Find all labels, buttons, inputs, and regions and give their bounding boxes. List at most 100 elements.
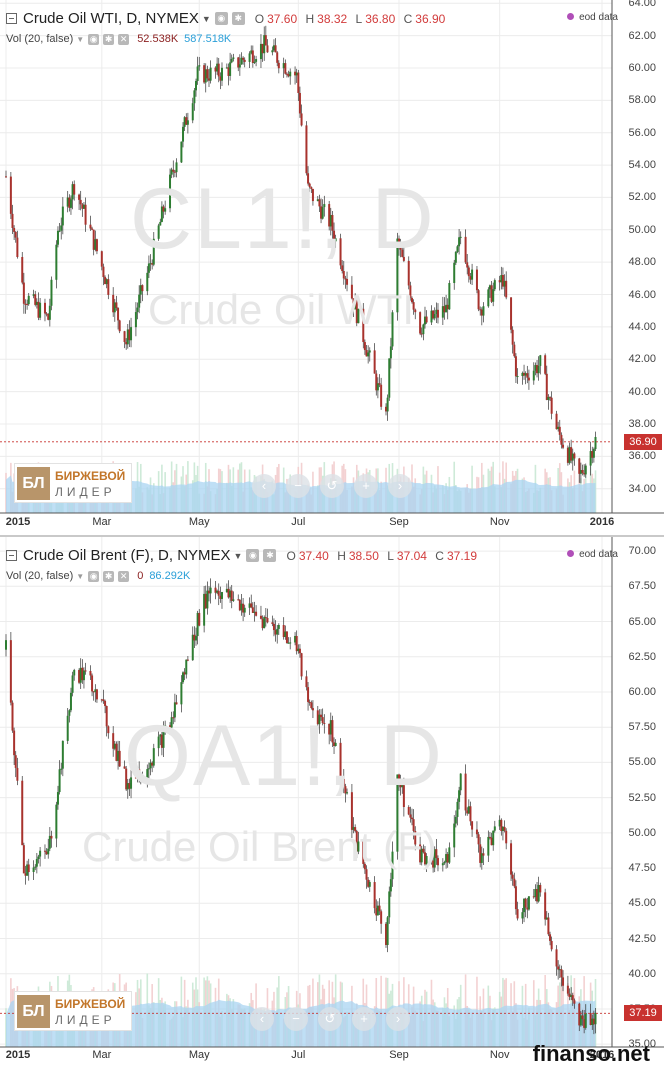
symbol-title[interactable]: Crude Oil Brent (F), D, NYMEX bbox=[23, 547, 231, 564]
candle-body bbox=[207, 590, 210, 594]
candle-body bbox=[237, 599, 240, 601]
candle-body bbox=[475, 829, 478, 835]
gear-icon[interactable]: ✱ bbox=[103, 33, 115, 45]
candle-body bbox=[66, 715, 69, 741]
candle-body bbox=[333, 230, 336, 242]
wti-chart-canvas[interactable] bbox=[0, 0, 664, 535]
candle-body bbox=[547, 917, 550, 935]
chevron-down-icon[interactable]: ▼ bbox=[76, 34, 85, 44]
candle-body bbox=[441, 863, 444, 866]
candle-body bbox=[5, 176, 7, 178]
y-tick-label: 62.50 bbox=[628, 650, 656, 663]
candle-body bbox=[287, 642, 290, 644]
candle-body bbox=[232, 599, 235, 601]
close-icon[interactable]: ✕ bbox=[118, 570, 130, 582]
candle-body bbox=[581, 1015, 584, 1020]
candle-body bbox=[123, 766, 126, 769]
candle-body bbox=[196, 612, 199, 637]
candle-body bbox=[115, 743, 118, 761]
candle-body bbox=[113, 743, 116, 749]
candle-body bbox=[69, 199, 72, 208]
candle-body bbox=[505, 830, 508, 844]
candle-body bbox=[141, 285, 144, 292]
candle-body bbox=[160, 206, 163, 222]
plus-icon[interactable]: + bbox=[352, 1007, 376, 1031]
candle-body bbox=[435, 849, 438, 859]
gear-icon[interactable]: ✱ bbox=[103, 570, 115, 582]
candle-body bbox=[363, 863, 366, 870]
wti-chart-panel[interactable]: CL1!, D Crude Oil WTI Crude Oil WTI, D, … bbox=[0, 0, 664, 535]
eye-icon[interactable]: ◉ bbox=[246, 549, 260, 562]
candle-body bbox=[95, 239, 98, 252]
candle-body bbox=[230, 590, 233, 601]
eye-icon[interactable]: ◉ bbox=[88, 33, 100, 45]
y-tick-label: 64.00 bbox=[628, 0, 656, 10]
gear-icon[interactable]: ✱ bbox=[231, 12, 245, 25]
candle-body bbox=[43, 302, 46, 314]
candle-body bbox=[594, 1012, 597, 1025]
candle-body bbox=[571, 453, 574, 461]
logo-mark: БЛ bbox=[17, 995, 50, 1028]
chevron-down-icon[interactable]: ▼ bbox=[201, 13, 211, 24]
candle-body bbox=[539, 884, 542, 893]
minus-icon[interactable]: − bbox=[284, 1007, 308, 1031]
zoom-in-icon[interactable]: › bbox=[386, 1007, 410, 1031]
volume-label[interactable]: Vol (20, false) bbox=[6, 33, 74, 45]
candle-body bbox=[320, 206, 323, 219]
candle-body bbox=[562, 444, 565, 448]
candle-body bbox=[487, 836, 490, 856]
x-tick-label: May bbox=[188, 516, 210, 528]
candle-body bbox=[558, 426, 561, 435]
chevron-down-icon[interactable]: ▼ bbox=[76, 571, 85, 581]
candle-body bbox=[584, 1012, 587, 1028]
symbol-title[interactable]: Crude Oil WTI, D, NYMEX bbox=[23, 10, 199, 27]
collapse-icon[interactable] bbox=[6, 13, 17, 24]
candle-body bbox=[55, 244, 58, 280]
candle-body bbox=[367, 352, 370, 357]
chevron-down-icon[interactable]: ▼ bbox=[233, 550, 243, 561]
candle-body bbox=[357, 841, 360, 852]
x-tick-label: 2016 bbox=[589, 516, 615, 528]
eod-indicator: eod data bbox=[567, 549, 618, 560]
candle-body bbox=[146, 769, 149, 779]
candle-body bbox=[251, 50, 254, 63]
plus-icon[interactable]: + bbox=[354, 474, 378, 498]
eye-icon[interactable]: ◉ bbox=[88, 570, 100, 582]
candle-body bbox=[204, 593, 207, 609]
candle-body bbox=[180, 141, 183, 163]
candle-body bbox=[488, 836, 491, 838]
reset-icon[interactable]: ↺ bbox=[318, 1007, 342, 1031]
candle-body bbox=[454, 251, 457, 263]
candle-body bbox=[505, 280, 508, 298]
candle-body bbox=[263, 617, 266, 629]
y-tick-label: 54.00 bbox=[628, 159, 656, 172]
collapse-icon[interactable] bbox=[6, 550, 17, 561]
eye-icon[interactable]: ◉ bbox=[214, 12, 228, 25]
candle-body bbox=[45, 313, 48, 315]
candle-body bbox=[453, 823, 456, 848]
y-tick-label: 58.00 bbox=[628, 94, 656, 107]
volume-label[interactable]: Vol (20, false) bbox=[6, 570, 74, 582]
y-tick-label: 42.50 bbox=[628, 932, 656, 945]
candle-body bbox=[514, 886, 517, 910]
reset-icon[interactable]: ↺ bbox=[320, 474, 344, 498]
candle-body bbox=[578, 1003, 581, 1026]
zoom-out-icon[interactable]: ‹ bbox=[252, 474, 276, 498]
zoom-in-icon[interactable]: › bbox=[388, 474, 412, 498]
candle-body bbox=[27, 295, 30, 305]
ohlc-values: O 37.40 H 38.50 L 37.04 C 37.19 bbox=[286, 548, 477, 563]
brent-chart-panel[interactable]: QA1!, D Crude Oil Brent (F) Crude Oil Br… bbox=[0, 537, 664, 1071]
gear-icon[interactable]: ✱ bbox=[263, 549, 277, 562]
candle-body bbox=[21, 257, 24, 283]
candle-body bbox=[570, 447, 573, 461]
minus-icon[interactable]: − bbox=[286, 474, 310, 498]
candle-body bbox=[503, 280, 506, 287]
candle-body bbox=[373, 882, 376, 909]
candle-body bbox=[264, 35, 267, 46]
last-price-tag: 37.19 bbox=[624, 1005, 662, 1022]
candle-body bbox=[82, 670, 85, 681]
zoom-out-icon[interactable]: ‹ bbox=[250, 1007, 274, 1031]
candle-body bbox=[493, 280, 496, 290]
close-icon[interactable]: ✕ bbox=[118, 33, 130, 45]
candle-body bbox=[362, 308, 365, 343]
